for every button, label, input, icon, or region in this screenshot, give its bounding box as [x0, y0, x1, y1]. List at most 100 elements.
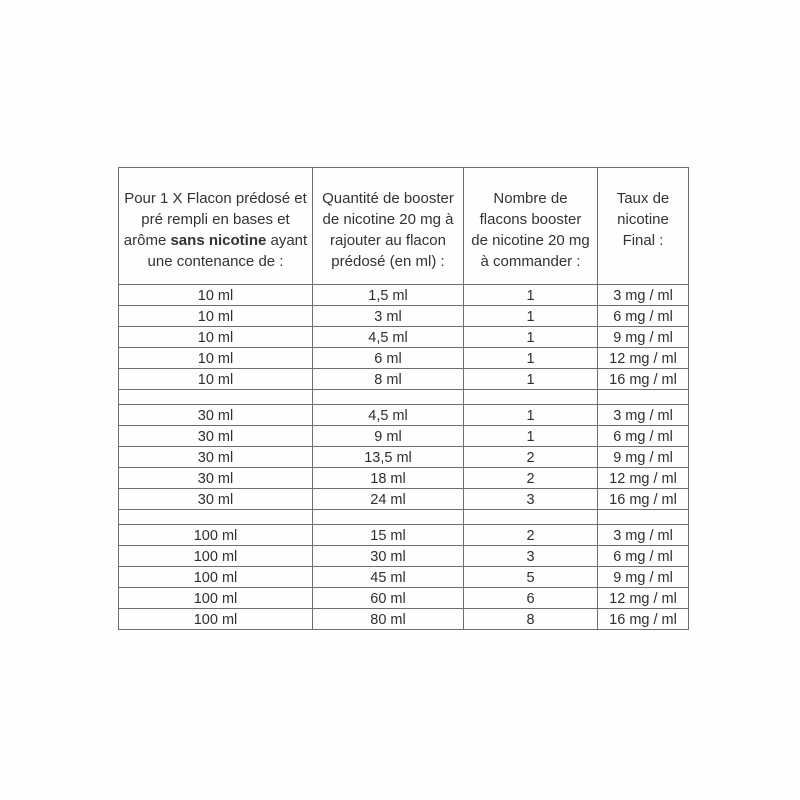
cell-nombre: 3: [463, 488, 598, 510]
nicotine-dosage-table: Pour 1 X Flacon prédosé et pré rempli en…: [118, 167, 689, 630]
cell-taux: 9 mg / ml: [597, 566, 689, 588]
cell-taux: 6 mg / ml: [597, 305, 689, 327]
empty-cell: [118, 509, 313, 525]
cell-contenance: 100 ml: [118, 566, 313, 588]
empty-cell: [312, 509, 464, 525]
empty-cell: [118, 389, 313, 405]
header-row: Pour 1 X Flacon prédosé et pré rempli en…: [118, 167, 689, 285]
sans-nicotine-bold: sans nicotine: [170, 232, 267, 249]
cell-quantite: 13,5 ml: [312, 446, 464, 468]
cell-contenance: 10 ml: [118, 305, 313, 327]
header-line-pre: arôme: [123, 232, 171, 249]
cell-contenance: 30 ml: [118, 404, 313, 426]
table-row: 10 ml 4,5 ml 1 9 mg / ml: [118, 326, 689, 348]
header-quantite-booster: Quantité de booster de nicotine 20 mg à …: [312, 167, 464, 285]
cell-quantite: 9 ml: [312, 425, 464, 447]
table-header: Pour 1 X Flacon prédosé et pré rempli en…: [118, 167, 689, 285]
cell-nombre: 2: [463, 524, 598, 546]
cell-quantite: 80 ml: [312, 608, 464, 630]
empty-cell: [463, 509, 598, 525]
cell-quantite: 30 ml: [312, 545, 464, 567]
cell-contenance: 10 ml: [118, 347, 313, 369]
cell-quantite: 4,5 ml: [312, 326, 464, 348]
cell-nombre: 1: [463, 368, 598, 390]
cell-taux: 12 mg / ml: [597, 347, 689, 369]
cell-contenance: 30 ml: [118, 467, 313, 489]
cell-quantite: 18 ml: [312, 467, 464, 489]
header-flacon-predose: Pour 1 X Flacon prédosé et pré rempli en…: [118, 167, 313, 285]
table-row: 30 ml 4,5 ml 1 3 mg / ml: [118, 404, 689, 426]
header-line: pré rempli en bases et: [141, 211, 290, 228]
table-row: 100 ml 15 ml 2 3 mg / ml: [118, 524, 689, 546]
cell-nombre: 2: [463, 446, 598, 468]
header-line: rajouter au flacon: [330, 232, 446, 249]
cell-taux: 9 mg / ml: [597, 326, 689, 348]
empty-cell: [597, 509, 689, 525]
cell-taux: 16 mg / ml: [597, 368, 689, 390]
cell-nombre: 5: [463, 566, 598, 588]
header-line: Final :: [622, 232, 664, 249]
empty-cell: [463, 389, 598, 405]
header-nombre-flacons: Nombre de flacons booster de nicotine 20…: [463, 167, 598, 285]
cell-contenance: 100 ml: [118, 524, 313, 546]
cell-quantite: 1,5 ml: [312, 284, 464, 306]
header-line: prédosé (en ml) :: [331, 253, 445, 270]
header-line: Pour 1 X Flacon prédosé et: [124, 190, 307, 207]
spacer-row: [118, 389, 689, 405]
cell-quantite: 4,5 ml: [312, 404, 464, 426]
cell-contenance: 10 ml: [118, 284, 313, 306]
cell-quantite: 60 ml: [312, 587, 464, 609]
cell-contenance: 100 ml: [118, 608, 313, 630]
header-line-post: ayant: [266, 232, 308, 249]
cell-nombre: 1: [463, 404, 598, 426]
cell-taux: 3 mg / ml: [597, 404, 689, 426]
cell-nombre: 1: [463, 305, 598, 327]
cell-contenance: 30 ml: [118, 446, 313, 468]
header-line: de nicotine 20 mg: [471, 232, 590, 249]
header-line: nicotine: [617, 211, 669, 228]
cell-quantite: 45 ml: [312, 566, 464, 588]
empty-cell: [312, 389, 464, 405]
header-line: à commander :: [480, 253, 581, 270]
cell-taux: 16 mg / ml: [597, 488, 689, 510]
table-row: 30 ml 9 ml 1 6 mg / ml: [118, 425, 689, 447]
header-line: une contenance de :: [147, 253, 284, 270]
header-line: Quantité de booster: [322, 190, 454, 207]
table-body: 10 ml 1,5 ml 1 3 mg / ml 10 ml 3 ml 1 6 …: [118, 284, 689, 630]
cell-taux: 6 mg / ml: [597, 425, 689, 447]
cell-nombre: 1: [463, 347, 598, 369]
table-row: 100 ml 60 ml 6 12 mg / ml: [118, 587, 689, 609]
header-line: arôme sans nicotine ayant: [120, 230, 312, 251]
table-row: 10 ml 3 ml 1 6 mg / ml: [118, 305, 689, 327]
cell-quantite: 15 ml: [312, 524, 464, 546]
table-row: 30 ml 18 ml 2 12 mg / ml: [118, 467, 689, 489]
cell-nombre: 2: [463, 467, 598, 489]
cell-quantite: 24 ml: [312, 488, 464, 510]
cell-contenance: 100 ml: [118, 587, 313, 609]
cell-quantite: 6 ml: [312, 347, 464, 369]
cell-contenance: 30 ml: [118, 488, 313, 510]
cell-taux: 9 mg / ml: [597, 446, 689, 468]
header-line: de nicotine 20 mg à: [322, 211, 454, 228]
header-line: flacons booster: [479, 211, 582, 228]
cell-nombre: 1: [463, 326, 598, 348]
header-line: Nombre de: [493, 190, 568, 207]
cell-nombre: 6: [463, 587, 598, 609]
cell-contenance: 100 ml: [118, 545, 313, 567]
cell-taux: 3 mg / ml: [597, 284, 689, 306]
cell-nombre: 1: [463, 284, 598, 306]
cell-quantite: 8 ml: [312, 368, 464, 390]
empty-cell: [597, 389, 689, 405]
header-taux-nicotine: Taux de nicotine Final :: [597, 167, 689, 285]
spacer-row: [118, 509, 689, 525]
cell-nombre: 8: [463, 608, 598, 630]
table-row: 100 ml 30 ml 3 6 mg / ml: [118, 545, 689, 567]
table-row: 100 ml 45 ml 5 9 mg / ml: [118, 566, 689, 588]
table-row: 10 ml 6 ml 1 12 mg / ml: [118, 347, 689, 369]
header-line: Taux de: [616, 190, 670, 207]
cell-taux: 12 mg / ml: [597, 467, 689, 489]
cell-taux: 16 mg / ml: [597, 608, 689, 630]
table-row: 10 ml 1,5 ml 1 3 mg / ml: [118, 284, 689, 306]
table-row: 30 ml 13,5 ml 2 9 mg / ml: [118, 446, 689, 468]
